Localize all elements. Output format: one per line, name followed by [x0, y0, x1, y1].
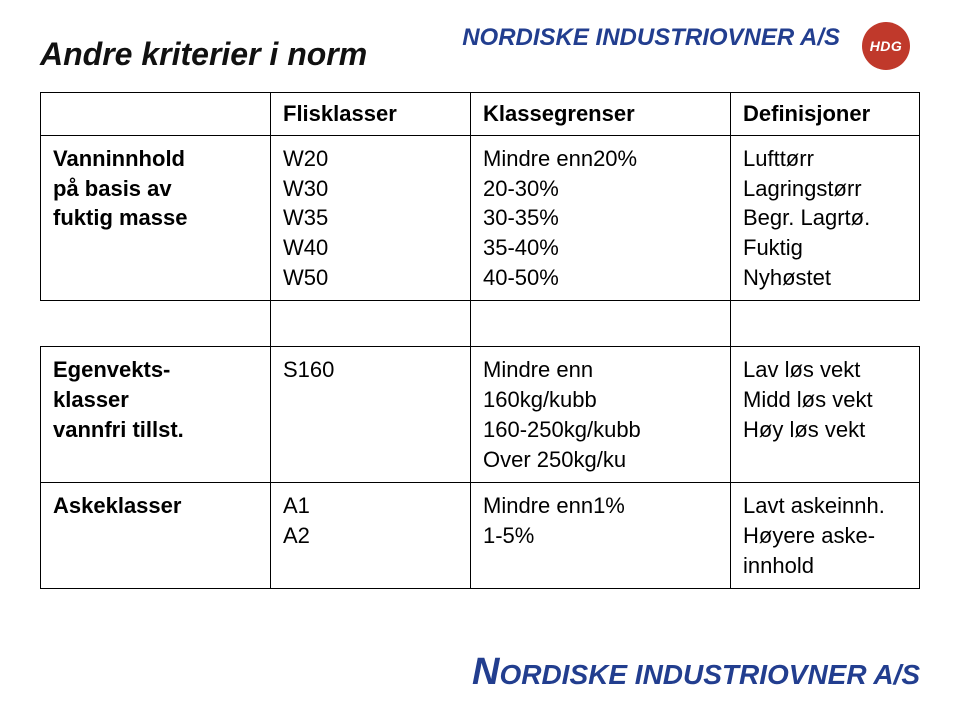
- row1-c1: W20 W30 W35 W40 W50: [271, 136, 471, 301]
- row1-head: Vanninnhold på basis av fuktig masse: [41, 136, 271, 301]
- col-klassegrenser: Klassegrenser: [471, 93, 731, 136]
- table-gap: [41, 301, 920, 347]
- table-row: Egenvekts- klasser vannfri tillst. S160 …: [41, 347, 920, 483]
- page-title: Andre kriterier i norm: [40, 36, 367, 73]
- row1-c3: Lufttørr Lagringstørr Begr. Lagrtø. Fukt…: [731, 136, 920, 301]
- row1-c2: Mindre enn20% 20-30% 30-35% 35-40% 40-50…: [471, 136, 731, 301]
- logo-text: HDG: [870, 38, 903, 54]
- table-header-row: Flisklasser Klassegrenser Definisjoner: [41, 93, 920, 136]
- row3-c3: Lavt askeinnh. Høyere aske- innhold: [731, 483, 920, 589]
- row2-c2: Mindre enn 160kg/kubb 160-250kg/kubb Ove…: [471, 347, 731, 483]
- table-row: Vanninnhold på basis av fuktig masse W20…: [41, 136, 920, 301]
- col-flisklasser: Flisklasser: [271, 93, 471, 136]
- slide: NORDISKE INDUSTRIOVNER A/S HDG Andre kri…: [0, 0, 960, 716]
- brand-bottom-n: N: [472, 651, 499, 693]
- row3-c1: A1 A2: [271, 483, 471, 589]
- row2-c3: Lav løs vekt Midd løs vekt Høy løs vekt: [731, 347, 920, 483]
- row3-head: Askeklasser: [41, 483, 271, 589]
- logo-badge: HDG: [862, 22, 910, 70]
- brand-bottom: NORDISKE INDUSTRIOVNER A/S: [472, 651, 920, 694]
- col-blank: [41, 93, 271, 136]
- table-row: Askeklasser A1 A2 Mindre enn1% 1-5% Lavt…: [41, 483, 920, 589]
- criteria-table: Flisklasser Klassegrenser Definisjoner V…: [40, 92, 920, 589]
- row2-head: Egenvekts- klasser vannfri tillst.: [41, 347, 271, 483]
- brand-top: NORDISKE INDUSTRIOVNER A/S: [462, 24, 840, 52]
- row3-c2: Mindre enn1% 1-5%: [471, 483, 731, 589]
- brand-bottom-rest: ORDISKE INDUSTRIOVNER A/S: [499, 659, 920, 690]
- row2-c1: S160: [271, 347, 471, 483]
- header: NORDISKE INDUSTRIOVNER A/S HDG Andre kri…: [40, 24, 920, 72]
- col-definisjoner: Definisjoner: [731, 93, 920, 136]
